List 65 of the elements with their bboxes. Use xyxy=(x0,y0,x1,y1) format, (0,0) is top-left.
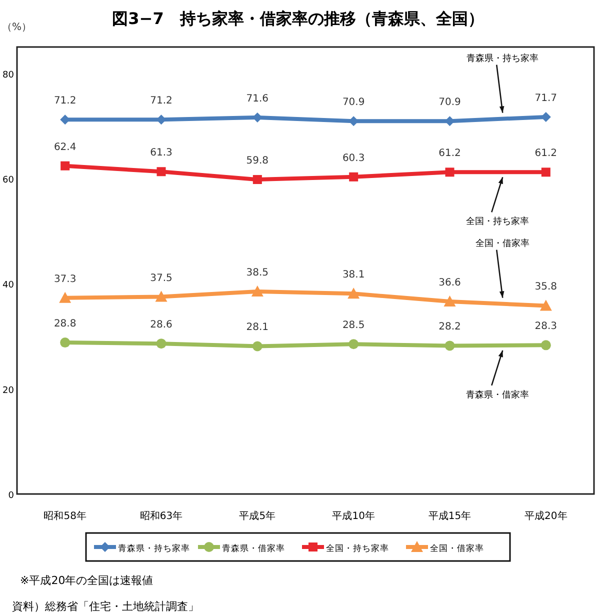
legend-label: 青森県・借家率 xyxy=(222,543,285,554)
data-label: 37.5 xyxy=(150,272,172,284)
point xyxy=(60,338,70,348)
y-tick-label: 80 xyxy=(2,70,14,80)
text: 青森県・借家率 xyxy=(466,390,530,400)
data-label: 61.2 xyxy=(438,148,461,160)
data-label: 28.8 xyxy=(54,318,76,330)
data-label: 70.9 xyxy=(342,97,365,108)
data-label: 59.8 xyxy=(246,156,269,167)
text: 青森県・持ち家率 xyxy=(466,54,539,64)
x-tick-label: 平成20年 xyxy=(524,510,568,522)
data-label: 60.3 xyxy=(342,152,365,164)
data-label: 71.2 xyxy=(54,96,76,107)
text: 資料）総務省「住宅・土地統計調査」 xyxy=(12,600,199,613)
y-tick-label: 20 xyxy=(2,386,14,396)
x-tick-label: 平成10年 xyxy=(332,510,375,522)
y-tick-label: 0 xyxy=(8,491,14,501)
point xyxy=(156,167,166,176)
data-label: 38.5 xyxy=(246,268,269,279)
y-tick-label: 60 xyxy=(2,175,14,186)
legend-label: 青森県・持ち家率 xyxy=(118,543,190,554)
point xyxy=(349,172,358,182)
data-label: 71.6 xyxy=(246,93,269,104)
text: 全国・借家率 xyxy=(476,238,530,249)
data-label: 28.1 xyxy=(246,322,269,334)
point xyxy=(444,340,455,351)
legend-label: 全国・持ち家率 xyxy=(326,543,389,554)
x-tick-label: 昭和63年 xyxy=(140,510,183,522)
point xyxy=(251,286,264,297)
data-label: 28.3 xyxy=(534,321,558,332)
point xyxy=(348,339,359,350)
text: ※平成20年の全国は速報値 xyxy=(20,574,154,587)
legend-label: 全国・借家率 xyxy=(430,543,484,554)
data-label: 28.6 xyxy=(150,320,172,331)
point xyxy=(59,292,72,303)
point xyxy=(540,340,551,350)
text: 全国・持ち家率 xyxy=(466,217,530,228)
data-label: 61.3 xyxy=(150,148,172,159)
chart-title: 図3−7 持ち家率・借家率の推移（青森県、全国） xyxy=(112,9,484,28)
point xyxy=(541,168,550,177)
data-label: 37.3 xyxy=(54,274,76,285)
data-label: 28.2 xyxy=(438,322,461,333)
point xyxy=(252,175,262,184)
data-label: 71.7 xyxy=(534,92,558,104)
data-label: 36.6 xyxy=(438,278,461,289)
point xyxy=(444,296,456,307)
data-label: 61.2 xyxy=(534,148,558,160)
data-label: 28.5 xyxy=(342,320,365,332)
point xyxy=(60,161,70,170)
x-tick-label: 平成15年 xyxy=(428,510,472,522)
data-label: 38.1 xyxy=(342,270,365,281)
data-label: 35.8 xyxy=(534,282,558,293)
x-tick-label: 昭和58年 xyxy=(44,510,86,522)
point xyxy=(540,300,552,311)
y-axis-title: （%） xyxy=(2,22,32,33)
point xyxy=(155,290,168,302)
data-label: 70.9 xyxy=(438,97,461,108)
x-tick-label: 平成5年 xyxy=(239,510,276,522)
y-tick-label: 40 xyxy=(2,280,14,291)
point xyxy=(252,341,262,352)
point xyxy=(445,168,454,177)
point xyxy=(156,338,166,349)
point xyxy=(348,288,360,299)
data-label: 62.4 xyxy=(54,142,76,153)
data-label: 71.2 xyxy=(150,96,172,107)
